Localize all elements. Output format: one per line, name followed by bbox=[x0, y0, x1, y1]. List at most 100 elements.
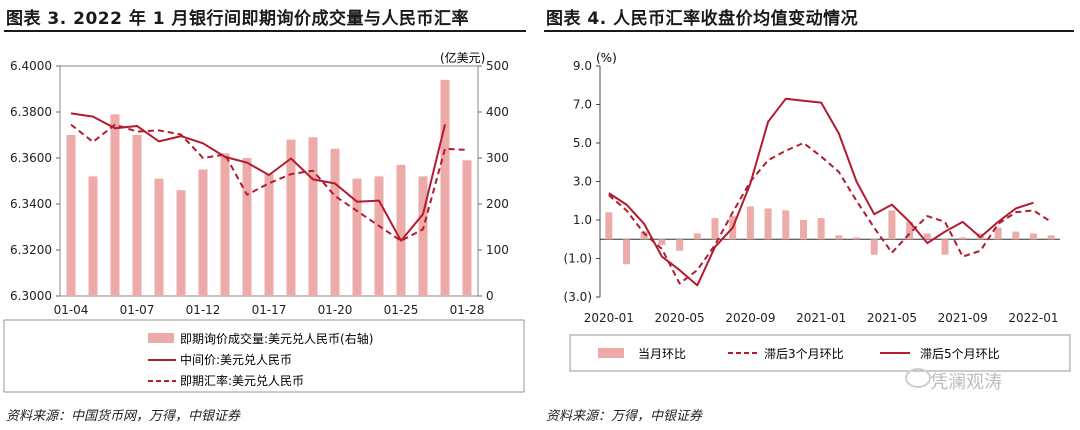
mom-bar bbox=[658, 239, 666, 246]
y2-tick-label: 100 bbox=[486, 243, 509, 257]
mom-bar bbox=[941, 239, 949, 255]
mom-bar bbox=[711, 218, 719, 240]
watermark-text: 凭澜观涛 bbox=[930, 372, 1002, 393]
volume-bar bbox=[374, 176, 384, 296]
y-tick-label: 6.3400 bbox=[10, 197, 52, 211]
volume-bar bbox=[308, 137, 318, 296]
x-tick-label: 01-20 bbox=[318, 303, 353, 317]
volume-bar bbox=[352, 178, 362, 296]
mom-bar bbox=[782, 210, 790, 240]
volume-bar bbox=[418, 176, 428, 296]
mom-bar bbox=[853, 237, 861, 240]
y-tick-label: 9.0 bbox=[573, 59, 592, 73]
x-tick-label: 01-28 bbox=[450, 303, 485, 317]
mom-bar bbox=[888, 210, 896, 240]
y2-tick-label: 500 bbox=[486, 59, 509, 73]
volume-bar bbox=[264, 174, 274, 296]
legend-swatch-mom bbox=[598, 348, 624, 358]
y2-tick-label: 400 bbox=[486, 105, 509, 119]
left-title-rule bbox=[4, 30, 526, 32]
right-source-note: 资料来源：万得，中银证券 bbox=[546, 409, 703, 424]
right-chart-svg: (%) 9.0 7.0 5.0 3.0 1.0 (1.0) (3.0) 2020-01 2020… bbox=[564, 51, 1071, 372]
mom-bar bbox=[1047, 235, 1055, 240]
volume-bar bbox=[88, 176, 98, 296]
y-tick-label: 6.3000 bbox=[10, 289, 52, 303]
y2-tick-label: 300 bbox=[486, 151, 509, 165]
mom-bar bbox=[799, 220, 807, 240]
volume-bar bbox=[330, 148, 340, 296]
mom-bar bbox=[1012, 231, 1020, 240]
legend-label-mom: 当月环比 bbox=[638, 347, 686, 361]
left-chart-svg: (亿美元) 6.4000 6.3800 6.3600 6.3400 6.3200 6.30… bbox=[3, 50, 525, 393]
mom-bar bbox=[623, 239, 631, 265]
legend-label-spot: 即期汇率:美元兑人民币 bbox=[180, 373, 304, 388]
left-panel: 图表 3. 2022 年 1 月银行间即期询价成交量与人民币汇率 (亿美元) 6… bbox=[3, 9, 526, 424]
y-tick-label: 7.0 bbox=[573, 98, 592, 112]
volume-bar bbox=[396, 164, 406, 296]
x-tick-label: 2020-01 bbox=[584, 311, 634, 325]
mom-bar bbox=[870, 239, 878, 255]
legend-label-mid: 中间价:美元兑人民币 bbox=[180, 352, 292, 367]
right-panel: 图表 4. 人民币汇率收盘价均值变动情况 (%) 9.0 7.0 5.0 3.0 1.0… bbox=[540, 0, 1080, 430]
volume-bar bbox=[220, 153, 230, 296]
mid-rate-line bbox=[70, 112, 446, 242]
mom-bar bbox=[764, 208, 772, 240]
volume-bar bbox=[198, 169, 208, 296]
right-legend-box bbox=[569, 334, 1071, 372]
left-chart-title: 图表 3. 2022 年 1 月银行间即期询价成交量与人民币汇率 bbox=[6, 9, 470, 29]
mom-bar bbox=[676, 239, 684, 251]
mom-bar bbox=[959, 237, 967, 240]
lag3-line bbox=[608, 142, 1052, 285]
volume-bar bbox=[440, 79, 450, 296]
x-tick-label: 2021-01 bbox=[796, 311, 846, 325]
x-tick-label: 2020-05 bbox=[655, 311, 705, 325]
volume-bar bbox=[462, 160, 472, 296]
x-tick-label: 01-07 bbox=[120, 303, 155, 317]
mom-bar bbox=[923, 233, 931, 240]
legend-label-lag5: 滞后5个月环比 bbox=[920, 347, 1000, 361]
y-tick-label: 6.4000 bbox=[10, 59, 52, 73]
x-tick-label: 2021-05 bbox=[867, 311, 917, 325]
watermark-icon bbox=[905, 368, 931, 388]
y2-tick-label: 0 bbox=[486, 289, 494, 303]
x-tick-label: 01-04 bbox=[54, 303, 89, 317]
lag5-line bbox=[608, 97, 1034, 287]
mom-bar bbox=[994, 227, 1002, 240]
mom-bar bbox=[746, 206, 754, 240]
mom-bar bbox=[906, 221, 914, 240]
mom-bar bbox=[640, 231, 648, 240]
mom-bar bbox=[1029, 233, 1037, 240]
volume-bar bbox=[286, 139, 296, 296]
volume-bar bbox=[132, 135, 142, 296]
legend-label-volume: 即期询价成交量:美元兑人民币(右轴) bbox=[180, 331, 373, 346]
x-tick-label: 01-17 bbox=[252, 303, 287, 317]
left-source-note: 资料来源：中国货币网，万得，中银证券 bbox=[6, 409, 241, 424]
mom-bar bbox=[817, 218, 825, 240]
x-tick-label: 01-12 bbox=[186, 303, 221, 317]
volume-bar bbox=[242, 158, 252, 296]
right-chart-title: 图表 4. 人民币汇率收盘价均值变动情况 bbox=[546, 9, 859, 29]
mom-bar bbox=[835, 235, 843, 240]
x-tick-label: 2021-09 bbox=[938, 311, 988, 325]
y-tick-label: (3.0) bbox=[564, 290, 592, 304]
y-tick-label: 6.3600 bbox=[10, 151, 52, 165]
y-tick-label: 6.3200 bbox=[10, 243, 52, 257]
volume-bar bbox=[176, 190, 186, 296]
mom-bar bbox=[605, 212, 613, 240]
y-tick-label: (1.0) bbox=[564, 252, 592, 266]
left-y2-unit: (亿美元) bbox=[440, 50, 485, 65]
y-tick-label: 1.0 bbox=[573, 213, 592, 227]
legend-label-lag3: 滞后3个月环比 bbox=[764, 347, 844, 361]
right-y-unit: (%) bbox=[596, 51, 617, 65]
volume-bar bbox=[110, 114, 120, 296]
mom-bar bbox=[693, 233, 701, 240]
right-title-rule bbox=[544, 30, 1074, 32]
legend-swatch-volume bbox=[148, 333, 174, 343]
x-tick-label: 01-25 bbox=[384, 303, 419, 317]
x-tick-label: 2020-09 bbox=[725, 311, 775, 325]
left-legend-box bbox=[3, 319, 525, 393]
x-tick-label: 2022-01 bbox=[1008, 311, 1058, 325]
y-tick-label: 6.3800 bbox=[10, 105, 52, 119]
volume-bar bbox=[66, 135, 76, 296]
volume-bar bbox=[154, 178, 164, 296]
